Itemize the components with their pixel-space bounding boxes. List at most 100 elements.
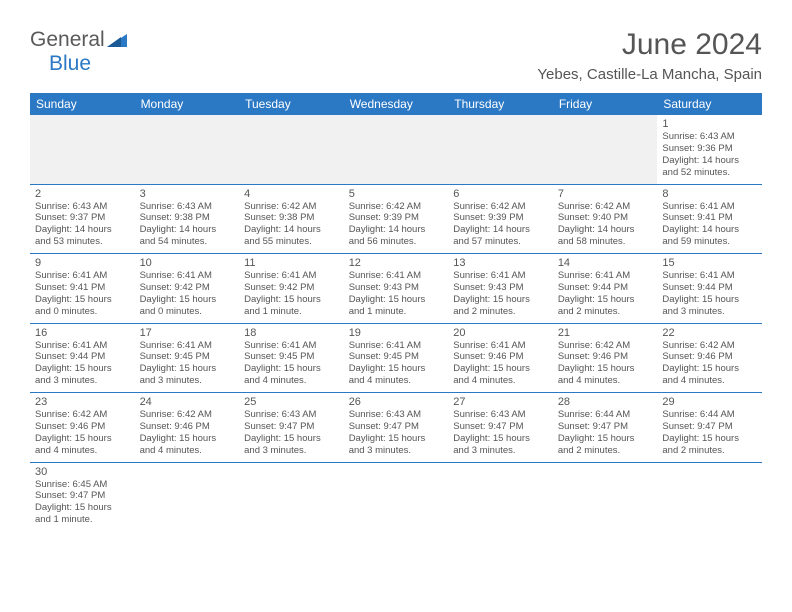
calendar-cell: 15Sunrise: 6:41 AMSunset: 9:44 PMDayligh… — [657, 254, 762, 324]
day-info: Sunrise: 6:43 AMSunset: 9:47 PMDaylight:… — [349, 409, 444, 457]
day-number: 13 — [453, 257, 548, 269]
calendar-cell: 28Sunrise: 6:44 AMSunset: 9:47 PMDayligh… — [553, 393, 658, 463]
calendar-cell: 29Sunrise: 6:44 AMSunset: 9:47 PMDayligh… — [657, 393, 762, 463]
day-info: Sunrise: 6:41 AMSunset: 9:41 PMDaylight:… — [662, 201, 757, 249]
day-number: 3 — [140, 188, 235, 200]
calendar-row: 9Sunrise: 6:41 AMSunset: 9:41 PMDaylight… — [30, 254, 762, 324]
calendar-cell-blank — [239, 462, 344, 531]
day-info: Sunrise: 6:45 AMSunset: 9:47 PMDaylight:… — [35, 479, 130, 527]
calendar-cell: 16Sunrise: 6:41 AMSunset: 9:44 PMDayligh… — [30, 323, 135, 393]
calendar-cell-blank — [553, 462, 658, 531]
calendar-cell-blank — [30, 115, 135, 184]
day-info: Sunrise: 6:41 AMSunset: 9:45 PMDaylight:… — [244, 340, 339, 388]
day-number: 11 — [244, 257, 339, 269]
day-info: Sunrise: 6:41 AMSunset: 9:43 PMDaylight:… — [453, 270, 548, 318]
calendar-cell: 17Sunrise: 6:41 AMSunset: 9:45 PMDayligh… — [135, 323, 240, 393]
day-info: Sunrise: 6:41 AMSunset: 9:44 PMDaylight:… — [558, 270, 653, 318]
day-number: 30 — [35, 466, 130, 478]
day-number: 1 — [662, 118, 757, 130]
calendar-cell: 3Sunrise: 6:43 AMSunset: 9:38 PMDaylight… — [135, 184, 240, 254]
calendar-cell: 13Sunrise: 6:41 AMSunset: 9:43 PMDayligh… — [448, 254, 553, 324]
day-number: 19 — [349, 327, 444, 339]
logo-icon — [107, 31, 129, 49]
logo-text-1: General — [30, 28, 105, 52]
calendar-cell: 14Sunrise: 6:41 AMSunset: 9:44 PMDayligh… — [553, 254, 658, 324]
day-info: Sunrise: 6:42 AMSunset: 9:39 PMDaylight:… — [349, 201, 444, 249]
dayhead-monday: Monday — [135, 93, 240, 115]
day-info: Sunrise: 6:42 AMSunset: 9:39 PMDaylight:… — [453, 201, 548, 249]
day-info: Sunrise: 6:43 AMSunset: 9:47 PMDaylight:… — [244, 409, 339, 457]
day-number: 8 — [662, 188, 757, 200]
dayhead-tuesday: Tuesday — [239, 93, 344, 115]
day-number: 27 — [453, 396, 548, 408]
calendar-cell-blank — [448, 462, 553, 531]
day-number: 4 — [244, 188, 339, 200]
day-info: Sunrise: 6:41 AMSunset: 9:46 PMDaylight:… — [453, 340, 548, 388]
logo: General — [30, 28, 129, 52]
calendar-cell: 26Sunrise: 6:43 AMSunset: 9:47 PMDayligh… — [344, 393, 449, 463]
day-info: Sunrise: 6:41 AMSunset: 9:42 PMDaylight:… — [140, 270, 235, 318]
day-info: Sunrise: 6:42 AMSunset: 9:46 PMDaylight:… — [662, 340, 757, 388]
day-header-row: Sunday Monday Tuesday Wednesday Thursday… — [30, 93, 762, 115]
day-number: 18 — [244, 327, 339, 339]
day-info: Sunrise: 6:43 AMSunset: 9:38 PMDaylight:… — [140, 201, 235, 249]
calendar-cell: 7Sunrise: 6:42 AMSunset: 9:40 PMDaylight… — [553, 184, 658, 254]
day-number: 23 — [35, 396, 130, 408]
day-info: Sunrise: 6:41 AMSunset: 9:44 PMDaylight:… — [662, 270, 757, 318]
calendar-row: 30Sunrise: 6:45 AMSunset: 9:47 PMDayligh… — [30, 462, 762, 531]
day-info: Sunrise: 6:42 AMSunset: 9:46 PMDaylight:… — [558, 340, 653, 388]
calendar-row: 16Sunrise: 6:41 AMSunset: 9:44 PMDayligh… — [30, 323, 762, 393]
location: Yebes, Castille-La Mancha, Spain — [537, 66, 762, 83]
day-number: 25 — [244, 396, 339, 408]
day-info: Sunrise: 6:42 AMSunset: 9:40 PMDaylight:… — [558, 201, 653, 249]
logo-text-2: Blue — [49, 52, 91, 76]
day-number: 21 — [558, 327, 653, 339]
day-info: Sunrise: 6:44 AMSunset: 9:47 PMDaylight:… — [558, 409, 653, 457]
calendar-table: Sunday Monday Tuesday Wednesday Thursday… — [30, 93, 762, 531]
calendar-cell-blank — [239, 115, 344, 184]
calendar-row: 23 Sunrise: 6:42 AMSunset: 9:46 PMDayligh… — [30, 393, 762, 463]
day-number: 9 — [35, 257, 130, 269]
calendar-cell: 1Sunrise: 6:43 AMSunset: 9:36 PMDaylight… — [657, 115, 762, 184]
day-info: Sunrise: 6:44 AMSunset: 9:47 PMDaylight:… — [662, 409, 757, 457]
day-info: Sunrise: 6:41 AMSunset: 9:45 PMDaylight:… — [140, 340, 235, 388]
calendar-cell-blank — [135, 462, 240, 531]
calendar-cell: 18Sunrise: 6:41 AMSunset: 9:45 PMDayligh… — [239, 323, 344, 393]
calendar-cell: 19Sunrise: 6:41 AMSunset: 9:45 PMDayligh… — [344, 323, 449, 393]
calendar-cell: 20Sunrise: 6:41 AMSunset: 9:46 PMDayligh… — [448, 323, 553, 393]
day-number: 12 — [349, 257, 444, 269]
calendar-cell: 25Sunrise: 6:43 AMSunset: 9:47 PMDayligh… — [239, 393, 344, 463]
day-info: Sunrise: 6:43 AMSunset: 9:47 PMDaylight:… — [453, 409, 548, 457]
day-info: Sunrise: 6:41 AMSunset: 9:42 PMDaylight:… — [244, 270, 339, 318]
month-title: June 2024 — [537, 28, 762, 62]
dayhead-saturday: Saturday — [657, 93, 762, 115]
calendar-cell-blank — [553, 115, 658, 184]
dayhead-friday: Friday — [553, 93, 658, 115]
calendar-cell-blank — [657, 462, 762, 531]
day-number: 28 — [558, 396, 653, 408]
day-number: 29 — [662, 396, 757, 408]
day-number: 17 — [140, 327, 235, 339]
day-number: 15 — [662, 257, 757, 269]
day-number: 10 — [140, 257, 235, 269]
day-number: 22 — [662, 327, 757, 339]
day-info: Sunrise: 6:41 AMSunset: 9:45 PMDaylight:… — [349, 340, 444, 388]
calendar-cell: 5Sunrise: 6:42 AMSunset: 9:39 PMDaylight… — [344, 184, 449, 254]
day-info: Sunrise: 6:42 AMSunset: 9:46 PMDaylight:… — [140, 409, 235, 457]
day-number: 6 — [453, 188, 548, 200]
day-number: 20 — [453, 327, 548, 339]
dayhead-wednesday: Wednesday — [344, 93, 449, 115]
day-info: Sunrise: 6:42 AMSunset: 9:38 PMDaylight:… — [244, 201, 339, 249]
day-info: Sunrise: 6:41 AMSunset: 9:43 PMDaylight:… — [349, 270, 444, 318]
day-info: Sunrise: 6:43 AMSunset: 9:37 PMDaylight:… — [35, 201, 130, 249]
calendar-cell: 12Sunrise: 6:41 AMSunset: 9:43 PMDayligh… — [344, 254, 449, 324]
calendar-cell: 24Sunrise: 6:42 AMSunset: 9:46 PMDayligh… — [135, 393, 240, 463]
calendar-cell: 21Sunrise: 6:42 AMSunset: 9:46 PMDayligh… — [553, 323, 658, 393]
calendar-cell: 4Sunrise: 6:42 AMSunset: 9:38 PMDaylight… — [239, 184, 344, 254]
calendar-cell-blank — [344, 462, 449, 531]
calendar-cell: 30Sunrise: 6:45 AMSunset: 9:47 PMDayligh… — [30, 462, 135, 531]
calendar-cell: 22Sunrise: 6:42 AMSunset: 9:46 PMDayligh… — [657, 323, 762, 393]
calendar-cell: 8Sunrise: 6:41 AMSunset: 9:41 PMDaylight… — [657, 184, 762, 254]
calendar-row: 2Sunrise: 6:43 AMSunset: 9:37 PMDaylight… — [30, 184, 762, 254]
day-info: Sunrise: 6:41 AMSunset: 9:41 PMDaylight:… — [35, 270, 130, 318]
